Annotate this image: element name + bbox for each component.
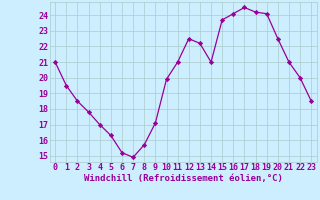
X-axis label: Windchill (Refroidissement éolien,°C): Windchill (Refroidissement éolien,°C) — [84, 174, 283, 183]
